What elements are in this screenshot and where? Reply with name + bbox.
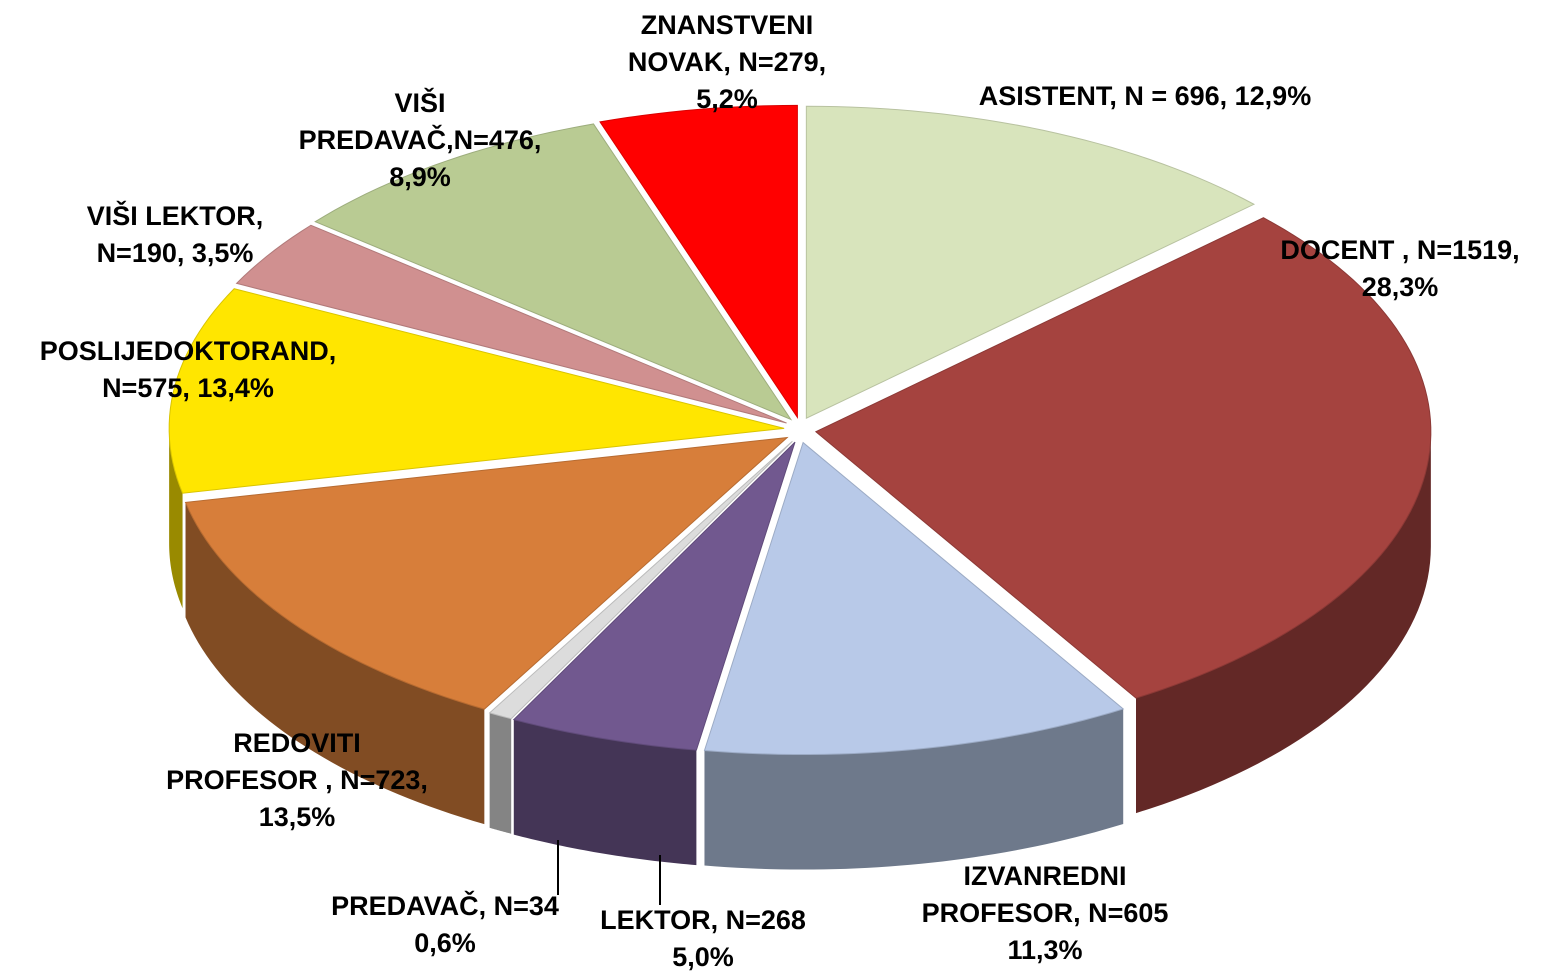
slice xyxy=(599,104,798,420)
data-label: 11,3% xyxy=(1007,935,1082,965)
slice xyxy=(235,224,787,424)
data-label: 5,0% xyxy=(672,942,734,972)
data-label: VIŠI LEKTOR, xyxy=(87,200,264,231)
slice xyxy=(703,441,1125,756)
slice-side xyxy=(513,719,697,866)
slice-side xyxy=(1136,431,1431,814)
data-label: IZVANREDNI xyxy=(963,861,1126,891)
data-label: 8,9% xyxy=(389,162,451,192)
labels: ASISTENT, N = 696, 12,9% DOCENT , N=1519,… xyxy=(40,10,1520,972)
slice xyxy=(805,105,1256,420)
data-label: 13,5% xyxy=(259,802,336,832)
data-label: REDOVITI xyxy=(233,728,361,758)
data-label: NOVAK, N=279, xyxy=(628,47,826,77)
slice xyxy=(814,217,1432,699)
data-label: N=190, 3,5% xyxy=(97,238,254,268)
data-label: POSLIJEDOKTORAND, xyxy=(40,336,337,366)
slice-side xyxy=(169,428,183,609)
slice-side xyxy=(704,708,1124,870)
data-label: N=575, 13,4% xyxy=(102,373,274,403)
slice-side xyxy=(185,502,485,825)
data-label: DOCENT , N=1519, xyxy=(1280,235,1519,265)
slice xyxy=(168,288,785,494)
slice-sides xyxy=(169,428,1431,870)
data-label: 0,6% xyxy=(414,928,476,958)
slice-side xyxy=(489,712,512,834)
data-label: LEKTOR, N=268 xyxy=(600,905,806,935)
data-label: ZNANSTVENI xyxy=(641,10,814,40)
data-label: PROFESOR , N=723, xyxy=(166,765,428,795)
slice xyxy=(314,123,793,421)
slice xyxy=(512,441,796,751)
data-label: PREDAVAČ,N=476, xyxy=(299,124,542,155)
data-label: VIŠI xyxy=(394,87,445,118)
data-label: PREDAVAČ, N=34 xyxy=(331,890,559,921)
data-label: 5,2% xyxy=(696,84,758,114)
data-label: PROFESOR, N=605 xyxy=(922,898,1169,928)
slice-tops xyxy=(168,104,1432,756)
slice xyxy=(184,436,789,710)
slice xyxy=(488,440,793,720)
data-label: ASISTENT, N = 696, 12,9% xyxy=(979,81,1311,111)
data-label: 28,3% xyxy=(1362,272,1439,302)
